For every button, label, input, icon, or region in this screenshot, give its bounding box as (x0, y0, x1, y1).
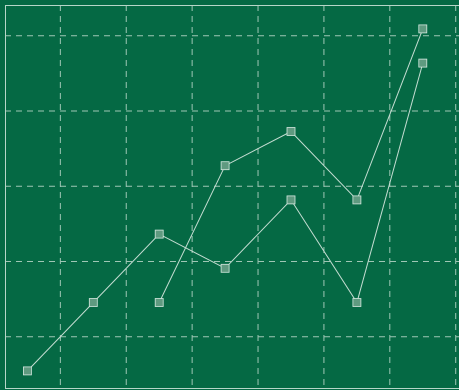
series-2-point-1 (154, 298, 164, 307)
series-1-point-2 (88, 298, 98, 307)
series-2-point-5 (418, 24, 428, 34)
series-2-point-2 (220, 161, 230, 171)
series-1-point-1 (22, 366, 32, 376)
series-1-line (27, 62, 424, 372)
series-1-point-7 (418, 58, 428, 68)
series-2-point-4 (352, 195, 362, 205)
chart-grid (5, 5, 459, 388)
series-1-point-6 (352, 298, 362, 307)
series-1-point-4 (220, 263, 230, 273)
series-2-point-3 (286, 127, 296, 136)
series-1-point-3 (154, 229, 164, 239)
chart-series (22, 24, 428, 376)
series-1-point-5 (286, 195, 296, 205)
plot-frame (5, 5, 459, 389)
